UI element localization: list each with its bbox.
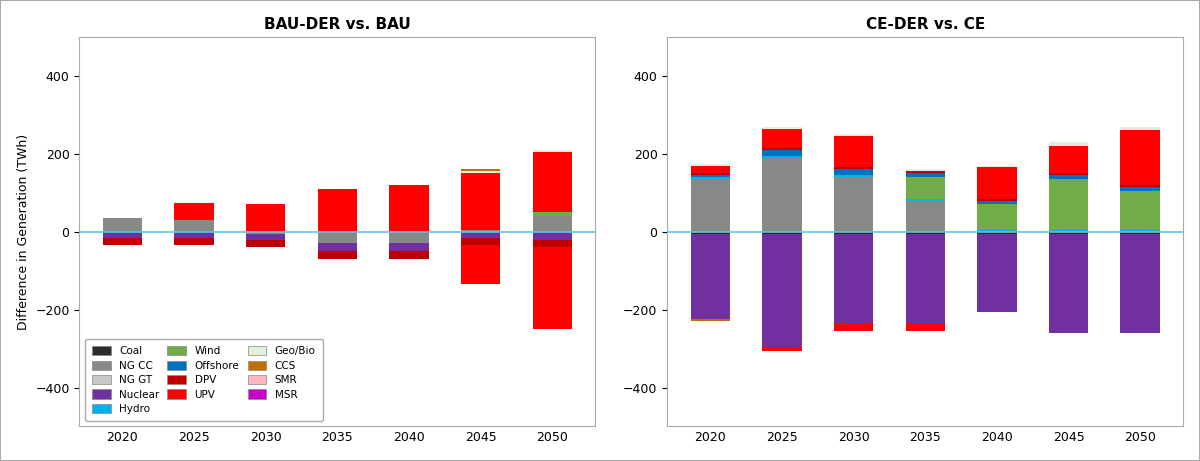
Bar (461, 230, 500, 232)
Bar (691, 232, 730, 234)
Bar (906, 232, 944, 234)
Bar (762, 234, 802, 347)
Bar (762, 150, 802, 156)
Bar (1049, 230, 1088, 232)
Bar (1121, 127, 1160, 130)
Legend: Coal, NG CC, NG GT, Nuclear, Hydro, Wind, Offshore, DPV, UPV, Geo/Bio, CCS, SMR,: Coal, NG CC, NG GT, Nuclear, Hydro, Wind… (84, 339, 323, 421)
Bar (834, 177, 874, 232)
Bar (174, 202, 214, 220)
Bar (762, 347, 802, 350)
Bar (461, 171, 500, 173)
Bar (174, 220, 214, 232)
Bar (1121, 130, 1160, 185)
Bar (906, 201, 944, 232)
Bar (174, 232, 214, 237)
Bar (461, 232, 500, 237)
Bar (1121, 187, 1160, 191)
Bar (246, 234, 286, 240)
Bar (1121, 234, 1160, 333)
Bar (762, 129, 802, 148)
Bar (533, 150, 572, 152)
Bar (389, 251, 428, 259)
Bar (246, 240, 286, 247)
Bar (246, 232, 286, 234)
Bar (691, 164, 730, 165)
Bar (834, 323, 874, 331)
Bar (906, 177, 944, 199)
Bar (1121, 185, 1160, 187)
Bar (977, 165, 1016, 167)
Bar (906, 170, 944, 171)
Title: BAU-DER vs. BAU: BAU-DER vs. BAU (264, 17, 410, 32)
Bar (762, 148, 802, 150)
Bar (691, 177, 730, 179)
Y-axis label: Difference in Generation (TWh): Difference in Generation (TWh) (17, 134, 30, 330)
Bar (533, 216, 572, 232)
Bar (533, 240, 572, 247)
Bar (1049, 234, 1088, 333)
Bar (533, 212, 572, 216)
Bar (762, 156, 802, 158)
Bar (318, 251, 358, 259)
Bar (977, 201, 1016, 205)
Bar (1121, 232, 1160, 234)
Bar (533, 247, 572, 329)
Bar (461, 245, 500, 284)
Bar (389, 243, 428, 251)
Bar (174, 237, 214, 245)
Bar (691, 319, 730, 321)
Bar (977, 199, 1016, 201)
Bar (834, 232, 874, 234)
Bar (691, 165, 730, 173)
Bar (1049, 175, 1088, 179)
Bar (691, 175, 730, 177)
Bar (461, 237, 500, 245)
Bar (906, 199, 944, 201)
Bar (533, 152, 572, 212)
Bar (834, 170, 874, 175)
Bar (977, 234, 1016, 312)
Bar (906, 234, 944, 323)
Bar (906, 173, 944, 177)
Bar (1049, 146, 1088, 173)
Bar (977, 232, 1016, 234)
Bar (246, 205, 286, 232)
Bar (318, 243, 358, 251)
Bar (834, 234, 874, 323)
Bar (691, 173, 730, 175)
Bar (977, 205, 1016, 230)
Bar (834, 167, 874, 170)
Bar (762, 127, 802, 129)
Bar (461, 173, 500, 230)
Bar (103, 218, 142, 232)
Bar (1121, 191, 1160, 230)
Bar (1049, 232, 1088, 234)
Bar (318, 232, 358, 243)
Bar (977, 167, 1016, 199)
Bar (691, 179, 730, 232)
Bar (906, 323, 944, 331)
Bar (762, 158, 802, 232)
Bar (906, 171, 944, 173)
Bar (533, 232, 572, 240)
Bar (762, 232, 802, 234)
Bar (1049, 142, 1088, 146)
Bar (834, 175, 874, 177)
Bar (834, 134, 874, 136)
Bar (318, 189, 358, 232)
Bar (1121, 230, 1160, 232)
Bar (977, 230, 1016, 232)
Bar (103, 232, 142, 237)
Bar (691, 234, 730, 319)
Bar (389, 185, 428, 232)
Bar (1049, 173, 1088, 175)
Bar (834, 136, 874, 167)
Bar (389, 232, 428, 243)
Title: CE-DER vs. CE: CE-DER vs. CE (865, 17, 985, 32)
Bar (461, 170, 500, 171)
Bar (103, 237, 142, 245)
Bar (1049, 179, 1088, 230)
